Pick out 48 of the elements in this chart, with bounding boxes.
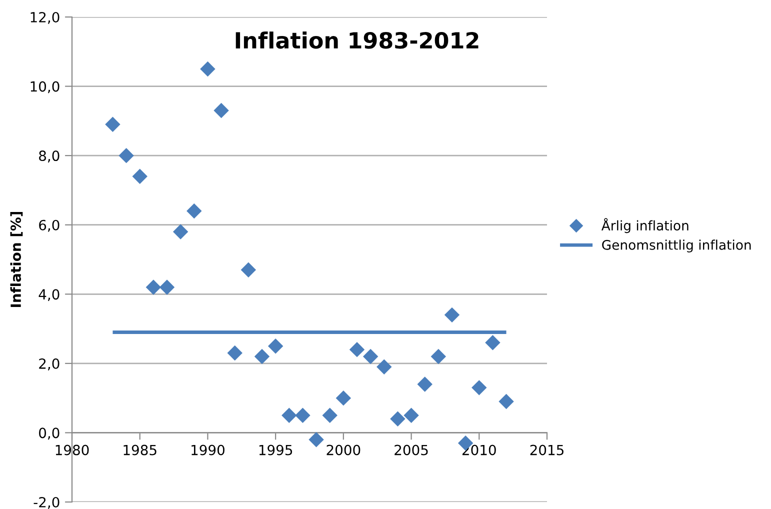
point <box>417 376 432 392</box>
y-tick-label: 8,0 <box>39 150 60 162</box>
point <box>485 335 500 350</box>
point <box>214 102 229 118</box>
point <box>240 262 256 278</box>
x-tick-label: 1995 <box>259 444 292 456</box>
y-tick-label: 0,0 <box>39 428 60 440</box>
point <box>200 61 216 77</box>
point <box>472 380 487 396</box>
x-tick-label: 2000 <box>326 444 360 456</box>
y-axis-title: Inflation [%] <box>10 212 23 307</box>
point <box>146 280 162 295</box>
point <box>227 345 242 361</box>
point <box>172 224 188 240</box>
point <box>295 408 310 423</box>
point <box>430 348 446 364</box>
x-tick-label: 1985 <box>124 444 156 456</box>
point <box>444 307 460 323</box>
y-tick-label: 2,0 <box>39 358 60 370</box>
text: Inflation 1983-2012 <box>236 32 478 49</box>
point <box>308 432 324 448</box>
point <box>498 394 514 410</box>
point <box>105 116 120 132</box>
point <box>349 342 365 358</box>
y-tick-label: 10,0 <box>30 81 60 94</box>
y-tick-label: 12,0 <box>30 12 60 24</box>
point <box>404 408 419 423</box>
point <box>322 408 338 423</box>
point <box>390 411 406 426</box>
legend-label: Genomsnittlig inflation <box>602 240 751 252</box>
point <box>118 148 134 164</box>
point <box>362 348 378 364</box>
point <box>159 280 175 295</box>
point <box>186 203 202 219</box>
point <box>254 348 270 364</box>
point <box>268 338 284 354</box>
legend-label: Årlig inflation <box>601 218 688 234</box>
y-tick-label: 4,0 <box>38 289 60 302</box>
x-tick-label: 1980 <box>56 444 89 456</box>
point <box>132 168 148 184</box>
y-tick-label: 6,0 <box>39 220 60 232</box>
point <box>336 390 352 406</box>
x-tick-label: 2005 <box>394 444 428 456</box>
point <box>376 359 392 374</box>
y-tick-label: -2,0 <box>34 496 60 509</box>
x-tick-label: 2015 <box>530 444 564 456</box>
x-tick-label: 1990 <box>192 444 224 456</box>
point <box>282 408 297 423</box>
